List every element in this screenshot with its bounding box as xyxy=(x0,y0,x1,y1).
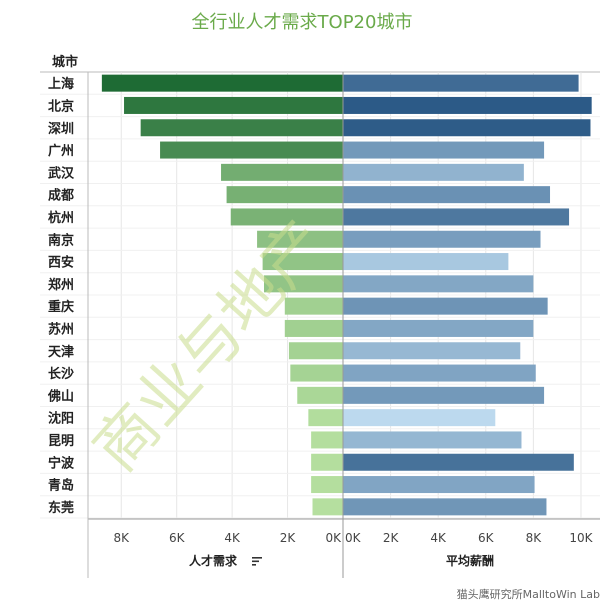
city-label: 广州 xyxy=(48,143,74,159)
salary-axis-title: 平均薪酬 xyxy=(446,553,494,568)
salary-bar xyxy=(343,431,522,449)
demand-bar xyxy=(226,186,343,204)
salary-bar xyxy=(343,297,548,315)
demand-tick-label: 4K xyxy=(224,531,241,545)
salary-bar xyxy=(343,141,545,159)
sort-icon[interactable] xyxy=(252,557,262,566)
demand-bar xyxy=(160,141,343,159)
city-label: 天津 xyxy=(48,344,74,360)
city-label: 昆明 xyxy=(48,433,74,449)
salary-bar xyxy=(343,163,524,181)
demand-tick-label: 2K xyxy=(280,531,297,545)
salary-bar xyxy=(343,342,521,360)
demand-bar xyxy=(262,253,343,271)
city-label: 重庆 xyxy=(48,299,74,315)
city-label: 西安 xyxy=(48,255,74,271)
salary-tick-label: 6K xyxy=(478,531,495,545)
city-label: 杭州 xyxy=(48,210,74,226)
demand-bars xyxy=(101,74,343,516)
salary-tick-label: 8K xyxy=(526,531,543,545)
demand-bar xyxy=(297,386,343,404)
salary-tick-label: 2K xyxy=(383,531,400,545)
salary-tick-label: 0K xyxy=(345,531,362,545)
chart-title: 全行业人才需求TOP20城市 xyxy=(192,12,413,33)
demand-bar xyxy=(101,74,343,92)
demand-tick-label: 8K xyxy=(114,531,131,545)
demand-bar xyxy=(284,319,343,337)
salary-bar xyxy=(343,253,509,271)
salary-bar xyxy=(343,74,579,92)
salary-tick-label: 4K xyxy=(430,531,447,545)
salary-bar xyxy=(343,319,534,337)
city-label: 沈阳 xyxy=(48,411,74,427)
salary-tick-label: 10K xyxy=(569,531,593,545)
demand-bar xyxy=(140,119,343,137)
city-label: 上海 xyxy=(48,76,74,92)
salary-bar xyxy=(343,208,570,226)
demand-bar xyxy=(221,163,343,181)
city-label: 宁波 xyxy=(48,455,75,471)
demand-bar xyxy=(257,230,343,248)
demand-bar xyxy=(290,364,343,382)
city-label: 北京 xyxy=(48,98,74,114)
salary-bar xyxy=(343,364,536,382)
salary-bar xyxy=(343,275,534,293)
salary-bar xyxy=(343,386,545,404)
city-label: 青岛 xyxy=(48,478,74,494)
demand-bar xyxy=(230,208,343,226)
city-label: 郑州 xyxy=(48,277,74,293)
salary-bar xyxy=(343,476,535,494)
demand-bar xyxy=(124,96,343,114)
city-label: 苏州 xyxy=(48,321,74,337)
demand-bar xyxy=(311,476,343,494)
demand-bar xyxy=(264,275,343,293)
demand-bar xyxy=(284,297,343,315)
demand-bar xyxy=(311,453,343,471)
salary-bar xyxy=(343,230,541,248)
city-label: 成都 xyxy=(48,188,74,204)
salary-bar xyxy=(343,498,547,516)
city-label: 南京 xyxy=(48,232,74,248)
salary-bars xyxy=(343,74,592,516)
demand-bar xyxy=(288,342,343,360)
salary-bar xyxy=(343,119,591,137)
salary-bar xyxy=(343,96,592,114)
credit-text: 猫头鹰研究所MalltoWin Lab xyxy=(457,587,600,601)
demand-tick-label: 6K xyxy=(169,531,186,545)
city-label: 佛山 xyxy=(47,388,74,404)
city-label: 东莞 xyxy=(48,500,74,516)
salary-bar xyxy=(343,453,574,471)
city-label: 武汉 xyxy=(48,165,75,181)
demand-axis-ticks: 8K 6K 4K 2K 0K xyxy=(114,531,343,545)
demand-tick-label: 0K xyxy=(325,531,342,545)
demand-bar xyxy=(308,409,343,427)
salary-bar xyxy=(343,186,551,204)
row-header: 城市 xyxy=(52,54,78,70)
city-label: 深圳 xyxy=(48,121,74,137)
demand-bar xyxy=(311,431,343,449)
demand-axis-title: 人才需求 xyxy=(189,553,238,568)
city-label: 长沙 xyxy=(48,366,74,382)
salary-bar xyxy=(343,409,496,427)
salary-axis-ticks: 0K 2K 4K 6K 8K 10K xyxy=(345,531,594,545)
demand-bar xyxy=(312,498,343,516)
row-separators xyxy=(40,93,600,519)
